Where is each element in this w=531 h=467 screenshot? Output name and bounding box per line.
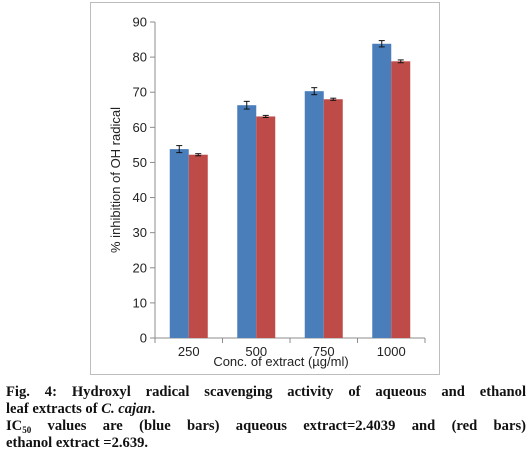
x-axis-title: Conc. of extract (µg/ml) [213, 354, 348, 369]
caption-line-3-text: values are (blue bars) aqueous extract=2… [31, 418, 526, 434]
bar [391, 61, 411, 339]
bar-chart: 0 10 20 30 40 50 60 70 80 90 250 500 750 1000 % inhi… [108, 15, 426, 369]
caption-line-3: IC50 values are (blue bars) aqueous extr… [6, 418, 526, 435]
y-tick-label: 90 [133, 15, 147, 30]
caption-line-1: Fig. 4: Hydroxyl radical scavenging acti… [6, 384, 526, 401]
bar [372, 43, 392, 338]
caption-line-1-text: Fig. 4: Hydroxyl radical scavenging acti… [6, 384, 526, 400]
caption-line-2-suffix: . [151, 401, 156, 417]
y-tick-label: 50 [133, 155, 147, 170]
y-tick-label: 30 [133, 225, 147, 240]
caption-line-4-text: ethanol extract =2.639. [6, 435, 149, 451]
y-tick-label: 20 [133, 260, 147, 275]
y-tick-label: 70 [133, 85, 147, 100]
figure-caption: Fig. 4: Hydroxyl radical scavenging acti… [6, 384, 526, 452]
y-tick-label: 40 [133, 190, 147, 205]
bar [304, 91, 324, 339]
y-tick-label: 10 [133, 295, 147, 310]
bar [169, 149, 189, 338]
caption-ic-subscript: 50 [22, 425, 32, 435]
caption-ic-label: IC [6, 418, 23, 434]
bar [188, 154, 208, 338]
x-tick-label: 1000 [377, 344, 406, 359]
bar [237, 105, 257, 338]
caption-line-2: leaf extracts of C. cajan. [6, 401, 526, 418]
bar [256, 116, 276, 339]
x-tick-label: 750 [313, 344, 335, 359]
y-axis-title: % inhibition of OH radical [108, 107, 123, 253]
chart-frame: 0 10 20 30 40 50 60 70 80 90 250 500 750 1000 % inhi… [90, 2, 440, 375]
y-tick-label: 0 [140, 331, 147, 346]
x-tick-label: 500 [245, 344, 267, 359]
caption-species-name: C. cajan [101, 401, 152, 417]
caption-line-2-prefix: leaf extracts of [6, 401, 102, 417]
caption-line-4: ethanol extract =2.639. [6, 435, 526, 452]
y-axis: 0 10 20 30 40 50 60 70 80 90 [133, 15, 156, 346]
bars [169, 40, 411, 339]
y-tick-label: 80 [133, 50, 147, 65]
y-tick-label: 60 [133, 120, 147, 135]
x-tick-label: 250 [178, 344, 200, 359]
bar [323, 99, 343, 338]
